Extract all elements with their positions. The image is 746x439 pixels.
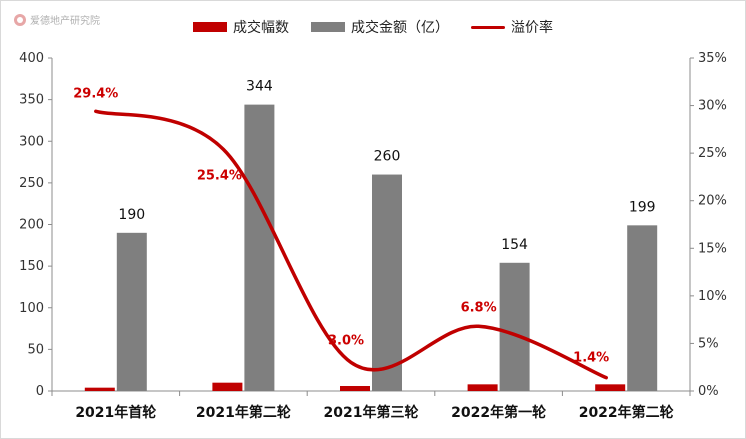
y-tick-right-2: 10% (698, 289, 727, 304)
x-tick-label-3: 2022年第一轮 (451, 404, 546, 421)
y-tick-left-1: 50 (27, 342, 44, 357)
bar-deals-3 (467, 384, 498, 391)
y-tick-left-8: 400 (19, 51, 44, 66)
y-tick-left-5: 250 (19, 176, 44, 191)
bar-amount-1 (244, 104, 275, 392)
legend-item-premium: 溢价率 (471, 17, 553, 37)
premium-label-4: 1.4% (573, 351, 609, 366)
watermark-text: 爱德地产研究院 (30, 16, 100, 27)
bar-amount-2 (372, 174, 402, 391)
y-tick-left-2: 100 (19, 301, 44, 316)
y-tick-right-1: 5% (698, 336, 719, 351)
x-tick-label-4: 2022年第二轮 (579, 404, 674, 421)
premium-line (94, 109, 608, 380)
premium-label-3: 6.8% (461, 300, 497, 315)
y-tick-left-7: 350 (19, 93, 44, 108)
premium-label-1: 25.4% (197, 168, 242, 183)
bar-deals-2 (340, 386, 370, 391)
watermark: 爱德地产研究院 (14, 12, 100, 27)
amount-label-0: 190 (118, 207, 145, 223)
y-tick-right-3: 15% (698, 241, 727, 256)
legend-item-amount: 成交金额（亿） (311, 17, 449, 37)
y-tick-right-6: 30% (698, 99, 727, 114)
bar-amount-4 (627, 225, 658, 391)
premium-label-2: 3.0% (328, 333, 364, 348)
bar-deals-0 (84, 387, 115, 391)
legend-label-amount: 成交金额（亿） (351, 20, 449, 36)
amount-label-4: 199 (629, 199, 656, 215)
x-tick-label-1: 2021年第二轮 (196, 404, 291, 421)
amount-label-3: 154 (501, 237, 528, 253)
x-tick-label-2: 2021年第三轮 (324, 404, 419, 421)
x-tick-label-0: 2021年首轮 (75, 404, 156, 421)
legend-swatch-amount (311, 22, 345, 32)
premium-label-0: 29.4% (73, 86, 118, 101)
legend-swatch-deals (193, 22, 227, 32)
y-tick-left-4: 200 (19, 218, 44, 233)
bar-amount-3 (499, 262, 530, 391)
logo-icon (14, 13, 26, 26)
legend-swatch-premium (471, 25, 505, 29)
legend-label-deals: 成交幅数 (233, 20, 289, 36)
y-tick-right-0: 0% (698, 384, 719, 399)
y-tick-right-5: 25% (698, 146, 727, 161)
legend: 成交幅数 成交金额（亿） 溢价率 (0, 17, 746, 37)
legend-label-premium: 溢价率 (511, 20, 553, 36)
legend-item-deals: 成交幅数 (193, 17, 289, 37)
y-tick-right-4: 20% (698, 194, 727, 209)
bar-deals-4 (595, 384, 626, 391)
y-tick-left-6: 300 (19, 134, 44, 149)
amount-label-1: 344 (246, 79, 273, 95)
amount-label-2: 260 (374, 149, 401, 165)
y-tick-left-0: 0 (36, 384, 44, 399)
bar-deals-1 (212, 382, 243, 391)
bar-amount-0 (116, 232, 147, 391)
y-tick-right-7: 35% (698, 51, 727, 66)
y-tick-left-3: 150 (19, 259, 44, 274)
